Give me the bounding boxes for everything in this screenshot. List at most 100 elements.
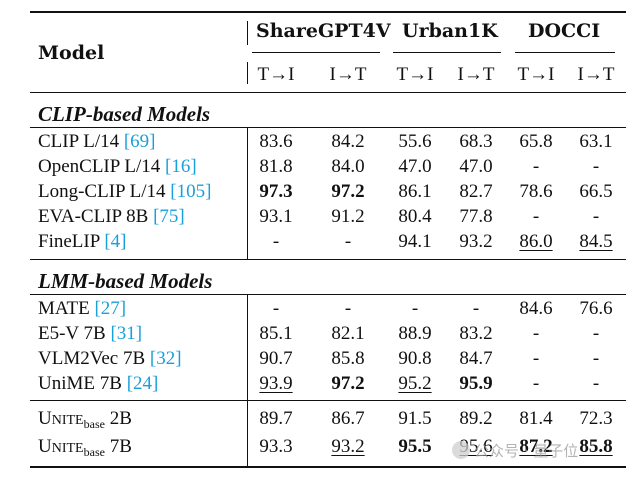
- citation-link[interactable]: [24]: [126, 373, 159, 394]
- header-rule: [30, 92, 626, 93]
- score-cell: 84.7: [459, 348, 493, 369]
- score-cell: 80.4: [398, 206, 432, 227]
- score-cell: -: [592, 373, 600, 394]
- top-rule: [30, 11, 626, 13]
- model-name-smallcaps: NITE: [51, 413, 84, 428]
- model-name-initial: U: [38, 408, 52, 429]
- citation-link[interactable]: [27]: [94, 298, 127, 319]
- wechat-icon: [452, 441, 470, 459]
- score-cell: 84.6: [519, 298, 553, 319]
- model-name: Long-CLIP L/14 [105]: [38, 182, 211, 201]
- score-cell: 93.2: [331, 436, 365, 457]
- citation-link[interactable]: [16]: [165, 156, 197, 177]
- score-cell: 91.2: [331, 206, 365, 227]
- bottom-rule: [30, 466, 626, 468]
- model-name: CLIP L/14 [69]: [38, 132, 156, 151]
- body-vline-1: [247, 128, 248, 259]
- model-name-text: VLM2Vec 7B: [38, 348, 150, 369]
- score-cell: 81.8: [259, 156, 293, 177]
- score-cell: 77.8: [459, 206, 493, 227]
- score-cell: 76.6: [579, 298, 613, 319]
- score-cell: -: [532, 206, 540, 227]
- score-cell: 93.1: [259, 206, 293, 227]
- citation-link[interactable]: [4]: [104, 231, 127, 252]
- section-rule-1: [30, 259, 626, 260]
- citation-link[interactable]: [105]: [170, 181, 212, 202]
- score-cell: 89.2: [459, 408, 493, 429]
- score-cell: 84.5: [579, 231, 613, 252]
- header-vline-2: [247, 62, 248, 84]
- score-cell: -: [592, 206, 600, 227]
- score-cell: 65.8: [519, 131, 553, 152]
- score-cell: 85.1: [259, 323, 293, 344]
- model-size: 7B: [104, 436, 132, 457]
- group-underline-docci: [515, 52, 615, 53]
- model-column-header: Model: [38, 42, 105, 64]
- score-cell: 91.5: [398, 408, 432, 429]
- metric-subheader: T→I: [517, 64, 555, 85]
- score-cell: 47.0: [398, 156, 432, 177]
- score-cell: 86.0: [519, 231, 553, 252]
- score-cell: -: [532, 373, 540, 394]
- citation-link[interactable]: [32]: [149, 348, 182, 369]
- model-name: E5-V 7B [31]: [38, 324, 142, 343]
- body-vline-2: [247, 295, 248, 400]
- metric-subheader: T→I: [396, 64, 434, 85]
- score-cell: 84.2: [331, 131, 365, 152]
- model-name-text: MATE: [38, 298, 95, 319]
- metric-subheader: I→T: [577, 64, 615, 85]
- score-cell: 90.8: [398, 348, 432, 369]
- score-cell: 87.2: [519, 436, 553, 457]
- watermark-text: 公众号 · 量子位: [474, 442, 579, 460]
- score-cell: 86.1: [398, 181, 432, 202]
- score-cell: -: [592, 323, 600, 344]
- score-cell: 93.9: [259, 373, 293, 394]
- score-cell: 97.3: [259, 181, 293, 202]
- score-cell: 83.6: [259, 131, 293, 152]
- score-cell: 97.2: [331, 373, 365, 394]
- model-name: MATE [27]: [38, 299, 126, 318]
- model-name: VLM2Vec 7B [32]: [38, 349, 182, 368]
- score-cell: -: [532, 156, 540, 177]
- section-rule-2: [30, 400, 626, 401]
- group-header-sharegpt4v: ShareGPT4V: [256, 20, 391, 42]
- model-name-smallcaps: NITE: [51, 441, 84, 456]
- model-name-text: EVA-CLIP 8B: [38, 206, 154, 227]
- body-vline-3: [247, 401, 248, 466]
- group-underline-urban1k: [393, 52, 501, 53]
- score-cell: -: [411, 298, 419, 319]
- header-vline-1: [247, 21, 248, 45]
- score-cell: 86.7: [331, 408, 365, 429]
- model-name: FineLIP [4]: [38, 232, 126, 251]
- score-cell: 47.0: [459, 156, 493, 177]
- citation-link[interactable]: [31]: [110, 323, 143, 344]
- score-cell: 82.1: [331, 323, 365, 344]
- model-name-initial: U: [38, 436, 52, 457]
- metric-subheader: I→T: [457, 64, 495, 85]
- model-name-text: Long-CLIP L/14: [38, 181, 171, 202]
- citation-link[interactable]: [75]: [153, 206, 185, 227]
- score-cell: 97.2: [331, 181, 365, 202]
- citation-link[interactable]: [69]: [123, 131, 156, 152]
- score-cell: -: [272, 231, 280, 252]
- model-name: EVA-CLIP 8B [75]: [38, 207, 185, 226]
- model-name: UniME 7B [24]: [38, 374, 158, 393]
- score-cell: 93.2: [459, 231, 493, 252]
- model-size: 2B: [104, 408, 132, 429]
- model-name: UNITEbase 2B: [38, 409, 132, 430]
- score-cell: 88.9: [398, 323, 432, 344]
- score-cell: -: [592, 156, 600, 177]
- metric-subheader: I→T: [329, 64, 367, 85]
- section-title: LMM-based Models: [38, 269, 213, 293]
- score-cell: 81.4: [519, 408, 553, 429]
- score-cell: 85.8: [579, 436, 613, 457]
- model-name-text: OpenCLIP L/14: [38, 156, 166, 177]
- score-cell: 95.9: [459, 373, 493, 394]
- section-title: CLIP-based Models: [38, 102, 211, 126]
- score-cell: 94.1: [398, 231, 432, 252]
- score-cell: -: [344, 298, 352, 319]
- score-cell: 95.2: [398, 373, 432, 394]
- score-cell: -: [272, 298, 280, 319]
- score-cell: 82.7: [459, 181, 493, 202]
- score-cell: 90.7: [259, 348, 293, 369]
